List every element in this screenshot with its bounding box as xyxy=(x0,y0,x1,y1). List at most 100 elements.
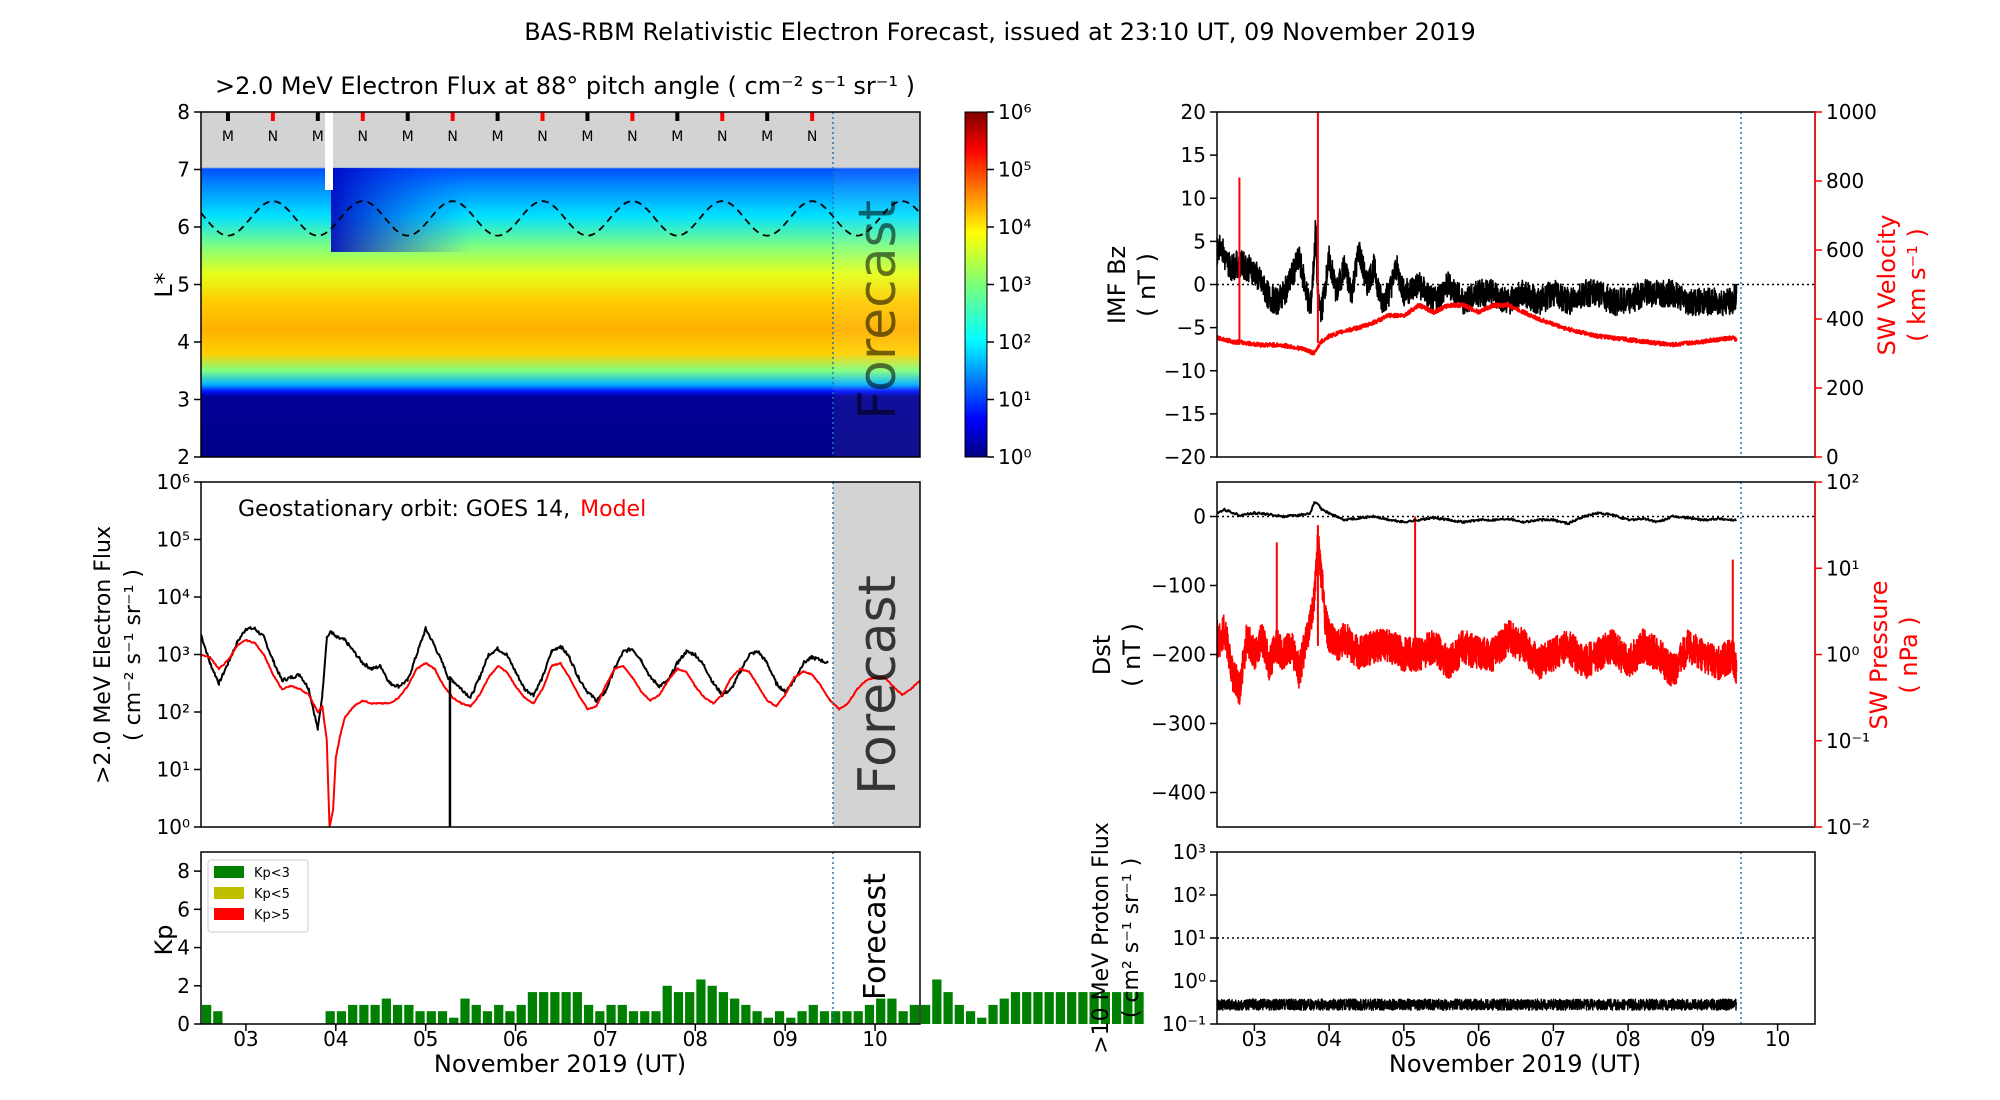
proton-flux-line xyxy=(1217,998,1737,1011)
colorbar xyxy=(964,111,988,458)
kp-bar xyxy=(381,998,391,1024)
kp-bar xyxy=(853,1011,863,1024)
kp-bar xyxy=(752,1011,762,1024)
kp-bar xyxy=(516,1004,526,1024)
vsw-y-tick-label: 0 xyxy=(1826,445,1839,469)
geo-annotation-text: Geostationary orbit: GOES 14, xyxy=(238,497,570,522)
left-x-tick-label: 07 xyxy=(593,1027,618,1051)
mlt-marker-label: M xyxy=(761,129,773,145)
kp-forecast-label: Forecast xyxy=(858,873,893,1000)
heatmap-y-tick-label: 3 xyxy=(177,388,190,412)
left-x-tick-label: 05 xyxy=(413,1027,438,1051)
proton-y-tick-label: 10² xyxy=(1173,883,1206,907)
dst-y-tick-label: −400 xyxy=(1151,781,1206,805)
vsw-y-axis: 0 200 400 600 800 1000 xyxy=(1815,100,1877,469)
vsw-ylabel-1: SW Velocity xyxy=(1873,215,1901,356)
mlt-marker-label: N xyxy=(447,129,457,145)
goes-flux-line xyxy=(201,626,829,731)
imf-y-tick-label: 5 xyxy=(1193,229,1206,253)
kp-bar xyxy=(932,979,942,1024)
kp-bar xyxy=(819,1011,830,1024)
dst-y-axis: −400 −300 −200 −100 0 xyxy=(1151,505,1217,805)
imf-ylabel-2: ( nT ) xyxy=(1133,253,1161,317)
kp-bar xyxy=(1022,992,1032,1024)
mlt-marker-label: N xyxy=(358,129,368,145)
kp-bar xyxy=(202,1004,212,1024)
kp-bar xyxy=(763,1017,773,1024)
psw-ylabel-1: SW Pressure xyxy=(1865,580,1893,729)
figure-title: BAS-RBM Relativistic Electron Forecast, … xyxy=(524,18,1476,46)
kp-bar xyxy=(437,1011,448,1024)
kp-bar xyxy=(561,992,571,1024)
kp-y-tick-label: 8 xyxy=(177,859,190,883)
geo-y-axis: 10⁰ 10¹ 10² 10³ 10⁴ 10⁵ 10⁶ xyxy=(157,470,201,839)
proton-y-tick-label: 10⁻¹ xyxy=(1162,1012,1206,1036)
kp-frame xyxy=(200,851,921,1025)
kp-legend: Kp<3 Kp<5 Kp>5 xyxy=(207,859,309,933)
geo-y-tick-label: 10⁵ xyxy=(157,528,190,552)
heatmap-y-tick-label: 2 xyxy=(177,445,190,469)
colorbar-tick-label: 10⁶ xyxy=(998,100,1031,124)
heatmap-title: >2.0 MeV Electron Flux at 88° pitch angl… xyxy=(215,72,915,100)
kp-bar xyxy=(494,1004,504,1024)
heatmap-forecast-shade xyxy=(834,168,920,457)
dst-ylabel-1: Dst xyxy=(1088,635,1116,675)
kp-bar xyxy=(921,1004,931,1024)
geo-y-tick-label: 10³ xyxy=(157,643,190,667)
kp-bar xyxy=(707,985,717,1024)
geo-y-tick-label: 10⁶ xyxy=(157,470,190,494)
kp-y-tick-label: 0 xyxy=(177,1012,190,1036)
dst-ylabel-2: ( nT ) xyxy=(1118,623,1146,687)
proton-y-axis: 10⁻¹ 10⁰ 10¹ 10² 10³ xyxy=(1162,840,1217,1036)
geo-forecast-band xyxy=(833,482,920,827)
psw-y-tick-label: 10¹ xyxy=(1826,556,1859,580)
kp-bar xyxy=(595,1011,605,1024)
kp-bar xyxy=(359,1004,369,1024)
geo-y-tick-label: 10⁴ xyxy=(157,585,190,609)
kp-ylabel: Kp xyxy=(150,925,178,956)
heatmap-y-tick-label: 6 xyxy=(177,215,190,239)
proton-ylabel-2: ( cm² s⁻¹ sr⁻¹ ) xyxy=(1119,858,1144,1018)
kp-legend-label: Kp>5 xyxy=(254,908,290,923)
mlt-marker-label: M xyxy=(402,129,414,145)
kp-y-tick-label: 4 xyxy=(177,936,190,960)
flux-heatmap-panel: >2.0 MeV Electron Flux at 88° pitch angl… xyxy=(150,72,1031,469)
kp-bar xyxy=(988,1004,998,1024)
heatmap-y-tick-label: 5 xyxy=(177,273,190,297)
kp-bar xyxy=(392,1004,403,1024)
right-x-tick-label: 06 xyxy=(1466,1027,1491,1051)
kp-bar xyxy=(797,1011,807,1024)
kp-bar xyxy=(572,992,582,1024)
kp-bar xyxy=(527,992,538,1024)
proton-ylabel-1: >10 MeV Proton Flux xyxy=(1089,822,1114,1054)
sw-velocity-line xyxy=(1217,302,1738,356)
kp-bar xyxy=(628,1011,639,1024)
heatmap-y-tick-label: 4 xyxy=(177,330,190,354)
geo-flux-lines xyxy=(201,626,920,827)
kp-bar xyxy=(1134,992,1144,1024)
imf-y-tick-label: −15 xyxy=(1164,402,1206,426)
mlt-marker-label: M xyxy=(581,129,593,145)
heatmap-y-tick-label: 8 xyxy=(177,100,190,124)
mlt-marker-label: N xyxy=(537,129,547,145)
kp-bar xyxy=(370,1004,380,1024)
kp-bar xyxy=(864,1004,875,1024)
geo-y-tick-label: 10¹ xyxy=(157,758,190,782)
kp-bar xyxy=(999,998,1009,1024)
imf-ylabel-1: IMF Bz xyxy=(1103,246,1131,324)
kp-bar xyxy=(1100,992,1110,1024)
heatmap-field xyxy=(201,112,920,457)
geo-ylabel-1: >2.0 MeV Electron Flux xyxy=(91,526,116,784)
kp-bar xyxy=(449,1017,459,1024)
dst-y-tick-label: −200 xyxy=(1151,643,1206,667)
kp-bar xyxy=(1078,992,1088,1024)
kp-bar xyxy=(482,1011,493,1024)
model-flux-line xyxy=(201,638,920,827)
kp-bar xyxy=(539,992,549,1024)
geo-ylabel-2: ( cm⁻² s⁻¹ sr⁻¹ ) xyxy=(121,569,146,741)
kp-y-axis: 0 2 4 6 8 xyxy=(177,859,201,1036)
